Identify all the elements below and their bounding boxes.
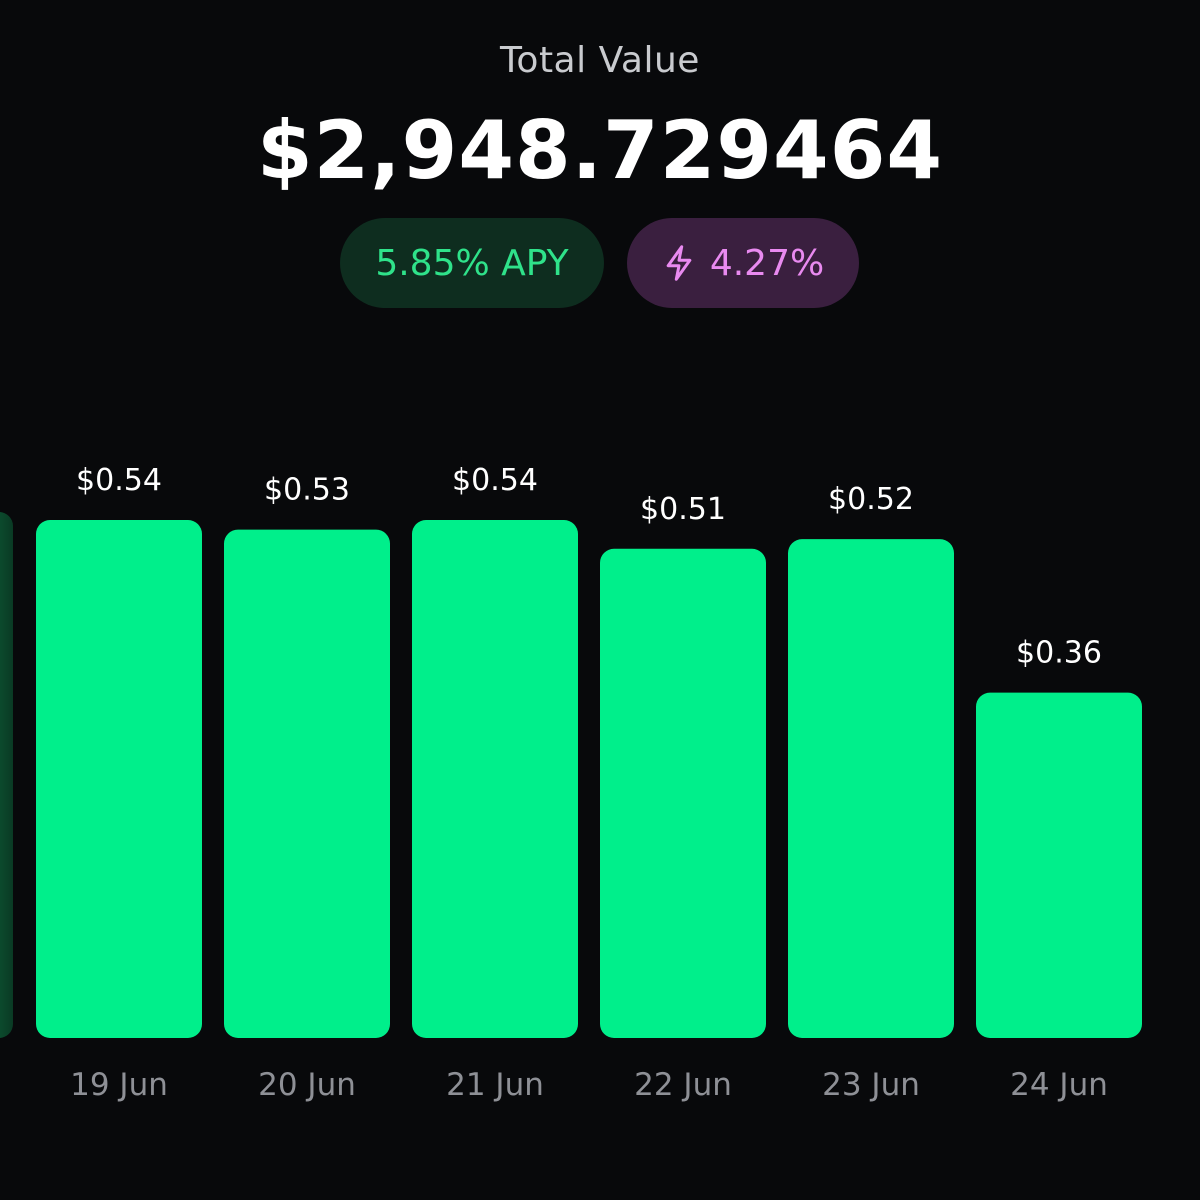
apy-badge[interactable]: 5.85% APY xyxy=(340,218,604,308)
bar-19-jun[interactable] xyxy=(36,520,202,1038)
x-axis-tick-label: 21 Jun xyxy=(446,1067,544,1103)
bar-value-label: $0.36 xyxy=(1016,636,1102,671)
bar-value-label: $0.52 xyxy=(828,482,914,517)
x-axis-tick-label: 23 Jun xyxy=(822,1067,920,1103)
bar-22-jun[interactable] xyxy=(600,548,766,1038)
x-axis-tick-label: 20 Jun xyxy=(258,1067,356,1103)
bar-value-label: $0.51 xyxy=(640,492,726,527)
apy-badge-label: 5.85% APY xyxy=(375,242,569,284)
total-value-label: Total Value xyxy=(500,40,700,81)
boost-badge-label: 4.27% xyxy=(709,242,825,284)
partial-bar-left xyxy=(0,512,13,1038)
x-axis-tick-label: 22 Jun xyxy=(634,1067,732,1103)
bar-23-jun[interactable] xyxy=(788,539,954,1038)
bar-value-label: $0.54 xyxy=(452,463,538,498)
bar-20-jun[interactable] xyxy=(224,529,390,1038)
bar-21-jun[interactable] xyxy=(412,520,578,1038)
x-axis-tick-label: 19 Jun xyxy=(70,1067,168,1103)
bar-24-jun[interactable] xyxy=(976,692,1142,1038)
bar-value-label: $0.54 xyxy=(76,463,162,498)
x-axis-tick-label: 24 Jun xyxy=(1010,1067,1108,1103)
boost-badge[interactable]: 4.27% xyxy=(627,218,859,308)
bar-value-label: $0.53 xyxy=(264,473,350,508)
lightning-bolt-icon xyxy=(666,245,692,281)
total-value-amount: $2,948.729464 xyxy=(256,104,944,197)
